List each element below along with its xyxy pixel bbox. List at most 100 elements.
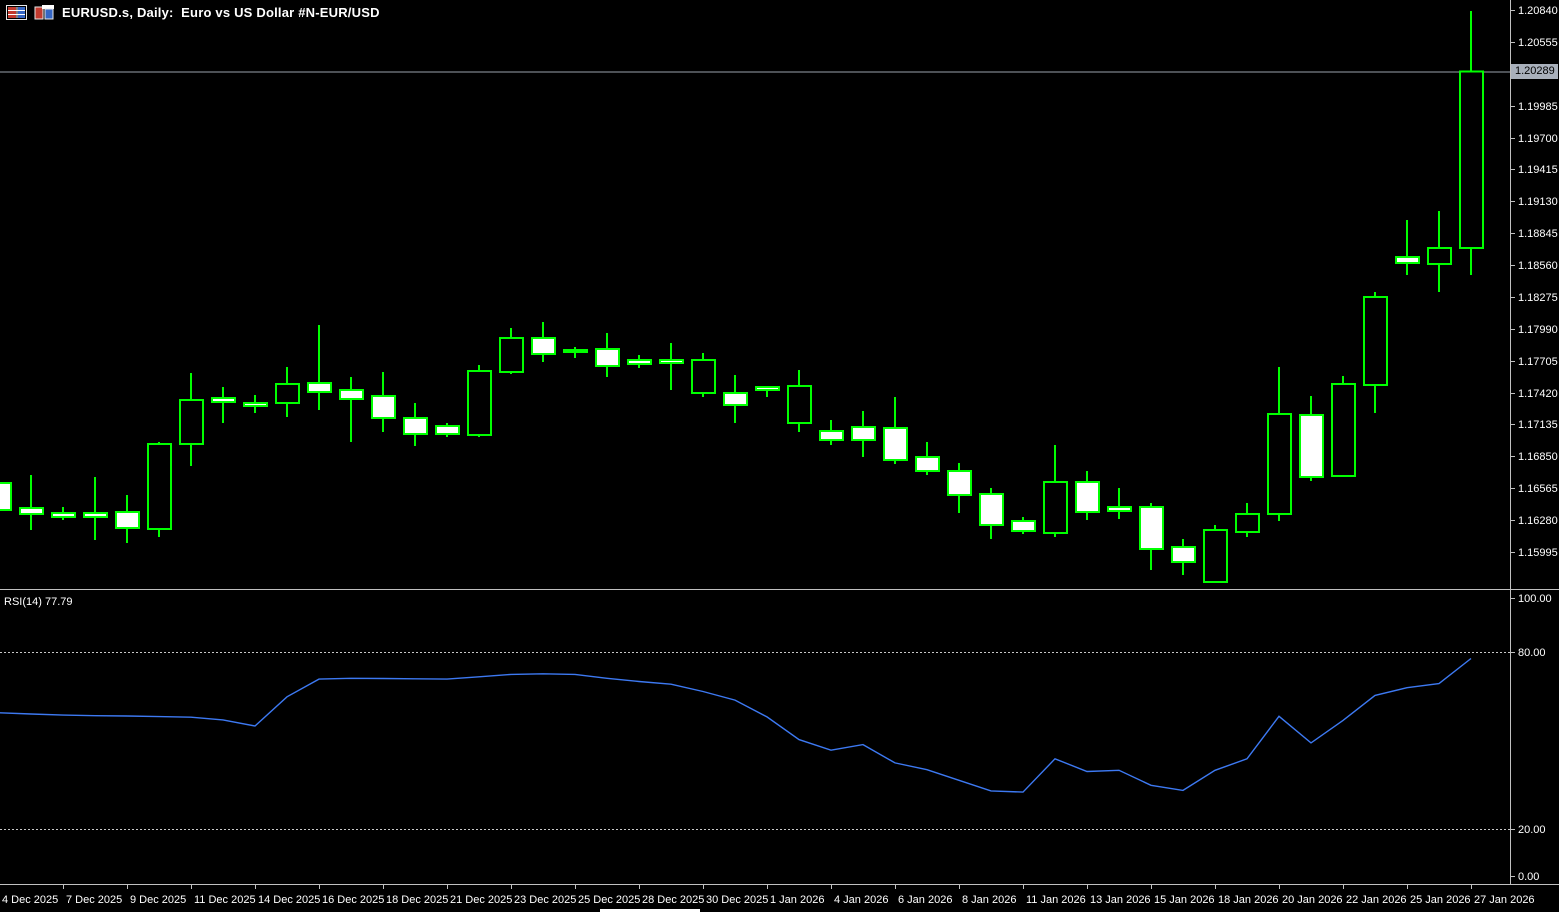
date-tick-label: 11 Dec 2025 — [194, 894, 256, 906]
candle — [755, 385, 780, 398]
price-tick-label: 1.18560 — [1518, 260, 1558, 272]
h-scrollbar-thumb[interactable] — [600, 909, 700, 912]
candle — [243, 395, 268, 414]
chart-title: EURUSD.s, Daily: Euro vs US Dollar #N-EU… — [62, 4, 380, 20]
price-tick-label: 1.16850 — [1518, 451, 1558, 463]
candle — [691, 352, 716, 398]
rsi-tick-label: 0.00 — [1518, 871, 1539, 883]
candle — [339, 377, 364, 443]
candle — [595, 333, 620, 378]
date-tick-label: 15 Jan 2026 — [1154, 894, 1215, 906]
rsi-tick-label: 20.00 — [1518, 824, 1546, 836]
price-tick-label: 1.19130 — [1518, 196, 1558, 208]
candle — [851, 411, 876, 458]
date-tick-label: 1 Jan 2026 — [770, 894, 824, 906]
price-tick-label: 1.17990 — [1518, 324, 1558, 336]
candle — [819, 419, 844, 446]
candle — [787, 369, 812, 433]
date-tick-label: 25 Dec 2025 — [578, 894, 640, 906]
candle — [211, 387, 236, 424]
candle — [115, 495, 140, 544]
price-tick-label: 1.16280 — [1518, 515, 1558, 527]
grid-icon[interactable] — [6, 4, 27, 20]
date-tick-label: 21 Dec 2025 — [450, 894, 512, 906]
price-tick-label: 1.18845 — [1518, 228, 1558, 240]
candle — [947, 463, 972, 514]
candle — [179, 373, 204, 467]
date-tick-label: 4 Dec 2025 — [2, 894, 58, 906]
chart-icon[interactable] — [34, 4, 55, 20]
candle — [1075, 471, 1100, 521]
price-axis: 1.20840 1.20555 1.19985 1.19700 1.19415 1.191… — [1510, 5, 1558, 559]
candle — [51, 507, 76, 521]
rsi-tick-label: 100.00 — [1518, 593, 1552, 605]
date-tick-label: 30 Dec 2025 — [706, 894, 768, 906]
candle — [1203, 525, 1228, 584]
candle — [1299, 396, 1324, 482]
date-tick-label: 13 Jan 2026 — [1090, 894, 1151, 906]
date-tick-label: 11 Jan 2026 — [1026, 894, 1086, 906]
price-tick-label: 1.15995 — [1518, 547, 1558, 559]
date-tick-label: 14 Dec 2025 — [258, 894, 320, 906]
price-tick-label: 1.17705 — [1518, 356, 1558, 368]
candle — [403, 402, 428, 447]
candle — [275, 367, 300, 418]
candle — [467, 365, 492, 437]
candle — [1043, 445, 1068, 538]
chart-title-bar: EURUSD.s, Daily: Euro vs US Dollar #N-EU… — [6, 4, 380, 20]
time-axis: 4 Dec 2025 7 Dec 2025 9 Dec 2025 11 Dec 202… — [2, 884, 1535, 906]
date-tick-label: 18 Dec 2025 — [386, 894, 448, 906]
date-tick-label: 18 Jan 2026 — [1218, 894, 1279, 906]
price-tick-label: 1.19700 — [1518, 133, 1558, 145]
date-tick-label: 4 Jan 2026 — [834, 894, 888, 906]
rsi-panel: 100.00 80.00 20.00 0.00 — [0, 593, 1552, 883]
candle — [147, 442, 172, 538]
candle — [1267, 367, 1292, 522]
price-tick-label: 1.16565 — [1518, 483, 1558, 495]
date-tick-label: 6 Jan 2026 — [898, 894, 952, 906]
date-tick-label: 23 Dec 2025 — [514, 894, 576, 906]
price-tick-label: 1.18275 — [1518, 292, 1558, 304]
candle — [371, 372, 396, 433]
price-tick-label: 1.19415 — [1518, 164, 1558, 176]
candle — [1139, 503, 1164, 571]
date-tick-label: 20 Jan 2026 — [1282, 894, 1343, 906]
candle — [1331, 376, 1356, 478]
price-tick-label: 1.20555 — [1518, 37, 1558, 49]
candle — [435, 423, 460, 437]
date-tick-label: 9 Dec 2025 — [130, 894, 186, 906]
candle — [1171, 539, 1196, 576]
date-tick-label: 16 Dec 2025 — [322, 894, 384, 906]
candle — [979, 488, 1004, 540]
price-tick-label: 1.17420 — [1518, 388, 1558, 400]
candle — [1011, 517, 1036, 535]
candle — [1459, 11, 1484, 276]
date-tick-label: 28 Dec 2025 — [642, 894, 704, 906]
candle — [83, 477, 108, 541]
date-tick-label: 8 Jan 2026 — [962, 894, 1016, 906]
candle — [1395, 219, 1420, 276]
candlesticks — [0, 11, 1484, 584]
candle — [1235, 503, 1260, 538]
candle — [883, 397, 908, 465]
candle — [659, 343, 684, 391]
rsi-indicator-label: RSI(14) 77.79 — [4, 596, 73, 608]
candle — [1427, 211, 1452, 293]
date-tick-label: 25 Jan 2026 — [1410, 894, 1471, 906]
date-tick-label: 22 Jan 2026 — [1346, 894, 1407, 906]
date-tick-label: 27 Jan 2026 — [1474, 894, 1535, 906]
rsi-line — [0, 657, 1472, 793]
candle — [499, 328, 524, 375]
candle — [915, 442, 940, 476]
candle — [0, 482, 12, 512]
candle — [1363, 292, 1388, 414]
rsi-tick-label: 80.00 — [1518, 647, 1546, 659]
candle — [627, 355, 652, 369]
date-tick-label: 7 Dec 2025 — [66, 894, 122, 906]
price-tick-label: 1.19985 — [1518, 101, 1558, 113]
candle — [723, 375, 748, 424]
candle — [531, 321, 556, 363]
candle — [1107, 488, 1132, 519]
